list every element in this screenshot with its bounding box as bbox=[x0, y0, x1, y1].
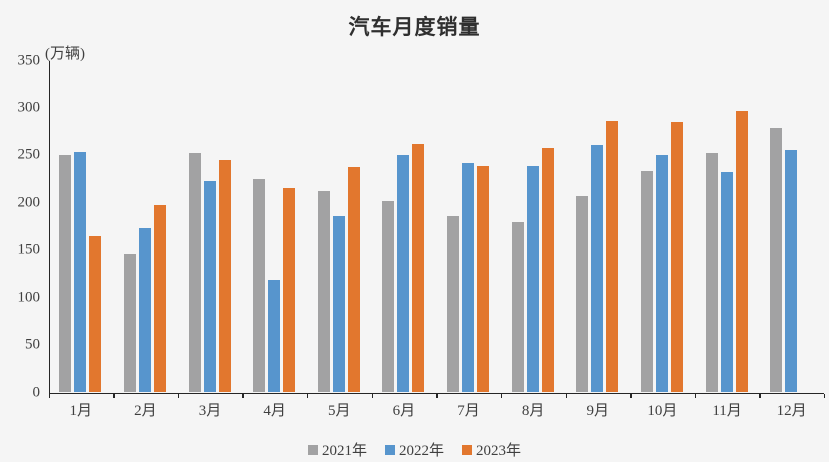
y-axis-tick-label: 300 bbox=[17, 99, 41, 116]
bar-2023年-8月 bbox=[541, 147, 554, 393]
y-axis-tick-label: 50 bbox=[25, 336, 40, 353]
x-axis-tick bbox=[824, 394, 826, 398]
bar-2021年-11月 bbox=[705, 153, 718, 393]
x-axis-tick bbox=[307, 394, 309, 398]
x-axis-label: 10月 bbox=[647, 403, 678, 419]
bar-2022年-6月 bbox=[397, 155, 410, 393]
y-axis-tick-label: 250 bbox=[17, 146, 41, 163]
bar-2022年-8月 bbox=[526, 166, 539, 393]
bar-2022年-3月 bbox=[203, 180, 216, 393]
bar-2021年-8月 bbox=[511, 221, 524, 393]
bar-2023年-7月 bbox=[477, 165, 490, 393]
x-axis-label: 9月 bbox=[586, 403, 610, 419]
legend-swatch bbox=[384, 444, 395, 455]
bar-2022年-11月 bbox=[720, 171, 733, 393]
bar-2023年-2月 bbox=[153, 205, 166, 393]
x-axis-tick bbox=[113, 394, 115, 398]
x-axis-label: 6月 bbox=[392, 403, 416, 419]
x-axis-label: 11月 bbox=[712, 403, 742, 419]
legend-item-2023年: 2023年 bbox=[462, 439, 521, 460]
x-axis-tick bbox=[242, 394, 244, 398]
bar-2022年-2月 bbox=[138, 227, 151, 393]
chart-title: 汽车月度销量 bbox=[348, 15, 481, 39]
bar-2021年-5月 bbox=[317, 190, 330, 393]
bar-2021年-9月 bbox=[576, 196, 589, 393]
bar-2021年-7月 bbox=[447, 215, 460, 393]
x-axis-tick bbox=[436, 394, 438, 398]
bar-2022年-10月 bbox=[655, 154, 668, 393]
x-axis-tick bbox=[630, 394, 632, 398]
y-axis-tick-label: 0 bbox=[32, 384, 41, 400]
x-axis-line bbox=[48, 392, 824, 395]
x-axis-label: 3月 bbox=[198, 403, 222, 419]
bar-2023年-11月 bbox=[735, 110, 748, 393]
y-axis-tick-label: 350 bbox=[17, 52, 41, 68]
legend-label: 2021年 bbox=[321, 443, 367, 459]
bar-2022年-7月 bbox=[462, 162, 475, 393]
y-axis-tick-label: 200 bbox=[17, 194, 41, 211]
x-axis-tick bbox=[177, 394, 180, 398]
y-axis-tick-label: 100 bbox=[17, 289, 41, 306]
bar-2021年-4月 bbox=[253, 178, 266, 393]
x-axis-tick bbox=[500, 394, 503, 398]
legend-swatch bbox=[462, 444, 472, 455]
bar-2023年-10月 bbox=[670, 121, 683, 393]
x-axis-label: 1月 bbox=[69, 403, 93, 419]
bar-2022年-5月 bbox=[332, 215, 345, 393]
legend-label: 2022年 bbox=[398, 443, 444, 459]
bar-2021年-1月 bbox=[59, 155, 72, 393]
bar-2021年-12月 bbox=[770, 128, 783, 393]
x-axis-label: 8月 bbox=[521, 403, 545, 419]
x-axis-tick bbox=[694, 394, 697, 398]
bar-2022年-1月 bbox=[74, 152, 87, 393]
x-axis-tick bbox=[759, 394, 761, 398]
bar-2023年-9月 bbox=[606, 121, 619, 393]
bar-2021年-3月 bbox=[188, 152, 201, 393]
bar-2023年-5月 bbox=[347, 166, 360, 393]
legend-label: 2023年 bbox=[476, 443, 522, 459]
x-axis-tick bbox=[565, 394, 567, 398]
bar-2021年-6月 bbox=[382, 201, 395, 393]
bar-2023年-1月 bbox=[89, 236, 102, 393]
y-axis-line bbox=[48, 60, 50, 393]
legend: 2021年 2022年 2023年 bbox=[0, 439, 829, 460]
x-axis-label: 7月 bbox=[457, 403, 480, 419]
bar-2022年-12月 bbox=[785, 150, 798, 393]
x-axis-label: 5月 bbox=[328, 403, 351, 419]
bar-2022年-9月 bbox=[591, 144, 604, 393]
bar-2023年-3月 bbox=[218, 160, 231, 393]
y-axis-tick-label: 150 bbox=[17, 241, 41, 258]
x-axis-label: 12月 bbox=[776, 403, 807, 419]
legend-item-2022年: 2022年 bbox=[384, 439, 444, 460]
bar-2021年-2月 bbox=[123, 254, 136, 393]
x-axis-tick bbox=[371, 394, 374, 398]
legend-item-2021年: 2021年 bbox=[307, 439, 367, 460]
y-axis-unit-label: (万辆) bbox=[45, 46, 85, 62]
legend-swatch bbox=[307, 444, 318, 455]
x-axis-label: 4月 bbox=[263, 403, 286, 419]
x-axis-tick bbox=[48, 394, 50, 398]
bar-2022年-4月 bbox=[268, 280, 281, 393]
bar-2023年-6月 bbox=[412, 143, 425, 393]
x-axis-label: 2月 bbox=[134, 403, 157, 419]
bar-2023年-4月 bbox=[283, 187, 296, 393]
bar-2021年-10月 bbox=[640, 171, 653, 393]
